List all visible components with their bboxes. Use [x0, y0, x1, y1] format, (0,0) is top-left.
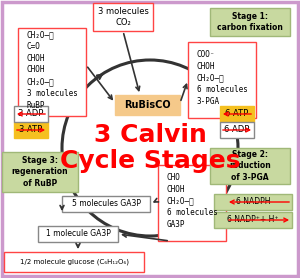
- FancyBboxPatch shape: [220, 122, 254, 138]
- Text: Stage 2:
reduction
of 3-PGA: Stage 2: reduction of 3-PGA: [229, 150, 271, 182]
- Text: 3 ATP: 3 ATP: [20, 125, 43, 135]
- FancyBboxPatch shape: [93, 3, 153, 31]
- Text: COO⁻
CHOH
CH₂O–ⓟ
6 molecules
3-PGA: COO⁻ CHOH CH₂O–ⓟ 6 molecules 3-PGA: [196, 50, 247, 106]
- Text: 1 molecule GA3P: 1 molecule GA3P: [46, 230, 110, 239]
- Text: RuBisCO: RuBisCO: [124, 100, 171, 110]
- FancyBboxPatch shape: [220, 106, 254, 122]
- FancyBboxPatch shape: [210, 8, 290, 36]
- FancyBboxPatch shape: [158, 165, 226, 241]
- Text: CH₂O–ⓟ
C=O
CHOH
CHOH
CH₂O–ⓟ
3 molecules
RuBP: CH₂O–ⓟ C=O CHOH CHOH CH₂O–ⓟ 3 molecules …: [27, 30, 77, 110]
- Text: 6 ADP: 6 ADP: [224, 125, 250, 135]
- Text: 6 ATP: 6 ATP: [225, 110, 249, 118]
- Text: 6 NADP⁺+ H⁺: 6 NADP⁺+ H⁺: [227, 215, 279, 225]
- Text: Stage 3:
regeneration
of RuBP: Stage 3: regeneration of RuBP: [12, 157, 68, 188]
- Text: 6 NADPH: 6 NADPH: [236, 197, 270, 207]
- FancyBboxPatch shape: [214, 194, 292, 210]
- Text: Stage 1:
carbon fixation: Stage 1: carbon fixation: [217, 12, 283, 32]
- Text: 3 ADP: 3 ADP: [18, 110, 44, 118]
- FancyBboxPatch shape: [2, 152, 78, 192]
- Text: 5 molecules GA3P: 5 molecules GA3P: [71, 200, 140, 208]
- FancyBboxPatch shape: [38, 226, 118, 242]
- FancyBboxPatch shape: [14, 122, 48, 138]
- Text: CHO
CHOH
CH₂O–ⓟ
6 molecules
GA3P: CHO CHOH CH₂O–ⓟ 6 molecules GA3P: [167, 173, 218, 229]
- FancyBboxPatch shape: [4, 252, 144, 272]
- FancyBboxPatch shape: [188, 42, 256, 118]
- Text: 1/2 molecule glucose (C₆H₁₂O₆): 1/2 molecule glucose (C₆H₁₂O₆): [20, 259, 128, 265]
- FancyBboxPatch shape: [62, 196, 150, 212]
- FancyBboxPatch shape: [18, 28, 86, 116]
- FancyBboxPatch shape: [115, 95, 180, 115]
- FancyBboxPatch shape: [210, 148, 290, 184]
- Text: 3 Calvin
Cycle Stages: 3 Calvin Cycle Stages: [60, 123, 240, 173]
- FancyBboxPatch shape: [14, 106, 48, 122]
- FancyBboxPatch shape: [214, 212, 292, 228]
- Text: 3 molecules
CO₂: 3 molecules CO₂: [98, 7, 148, 27]
